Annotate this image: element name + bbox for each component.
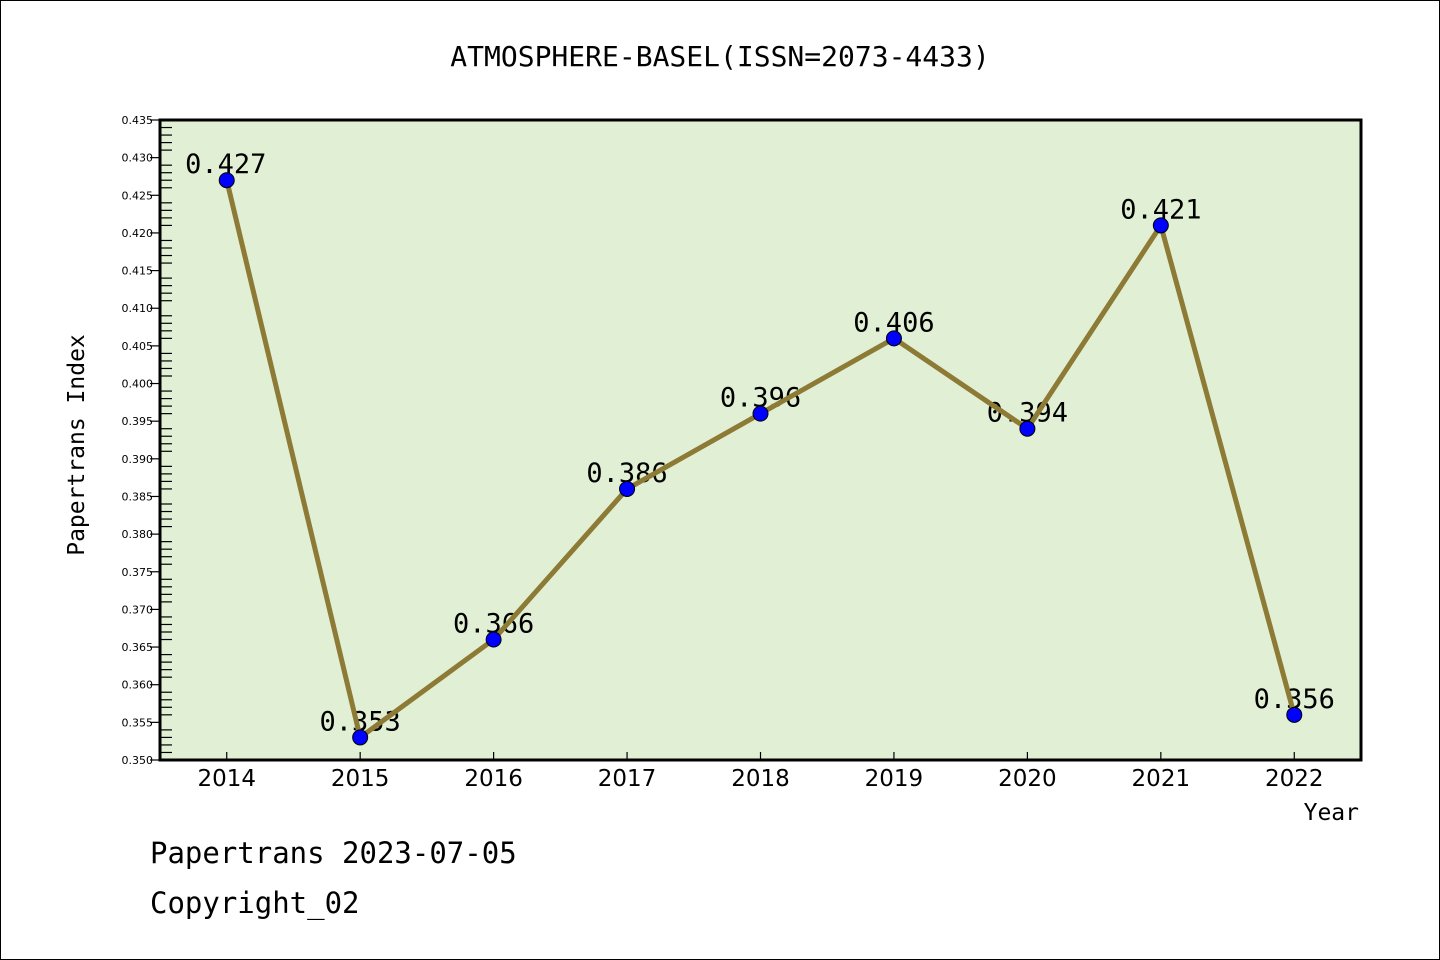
x-tick-label: 2017: [598, 766, 657, 792]
y-tick-label: 0.430: [122, 152, 154, 165]
footer-date: Papertrans 2023-07-05: [150, 836, 517, 870]
y-tick-label: 0.410: [122, 302, 154, 315]
x-tick-label: 2018: [731, 766, 790, 792]
data-point: [1152, 217, 1169, 234]
y-tick-label: 0.350: [122, 754, 154, 767]
x-axis-label: Year: [1304, 800, 1359, 826]
x-tick-label: 2020: [998, 766, 1057, 792]
y-tick-label: 0.395: [122, 415, 154, 428]
x-tick-label: 2021: [1132, 766, 1191, 792]
y-tick-label: 0.425: [122, 189, 154, 202]
y-tick-label: 0.360: [122, 679, 154, 692]
y-tick-label: 0.355: [122, 716, 154, 729]
y-tick-label: 0.405: [122, 340, 154, 353]
x-tick-label: 2016: [464, 766, 523, 792]
x-tick-label: 2015: [331, 766, 390, 792]
y-tick-label: 0.380: [122, 528, 154, 541]
x-tick-label: 2014: [197, 766, 256, 792]
data-point: [885, 330, 902, 347]
y-tick-label: 0.370: [122, 603, 154, 616]
y-axis-label: Papertrans Index: [64, 334, 90, 556]
data-point: [619, 480, 636, 497]
plot-border: [158, 118, 1363, 762]
data-point: [352, 729, 369, 746]
y-tick-label: 0.415: [122, 265, 154, 278]
chart-title: ATMOSPHERE-BASEL(ISSN=2073-4433): [450, 40, 989, 73]
x-tick-label: 2019: [865, 766, 924, 792]
y-tick-label: 0.435: [122, 114, 154, 127]
y-tick-label: 0.385: [122, 490, 154, 503]
y-tick-label: 0.390: [122, 453, 154, 466]
data-point: [1019, 420, 1036, 437]
y-tick-label: 0.420: [122, 227, 154, 240]
y-tick-label: 0.375: [122, 566, 154, 579]
data-point: [752, 405, 769, 422]
data-point: [1286, 706, 1303, 723]
footer-copyright: Copyright_02: [150, 886, 360, 920]
x-tick-label: 2022: [1265, 766, 1324, 792]
y-tick-label: 0.365: [122, 641, 154, 654]
data-point: [218, 172, 235, 189]
y-tick-label: 0.400: [122, 378, 154, 391]
data-point: [485, 631, 502, 648]
